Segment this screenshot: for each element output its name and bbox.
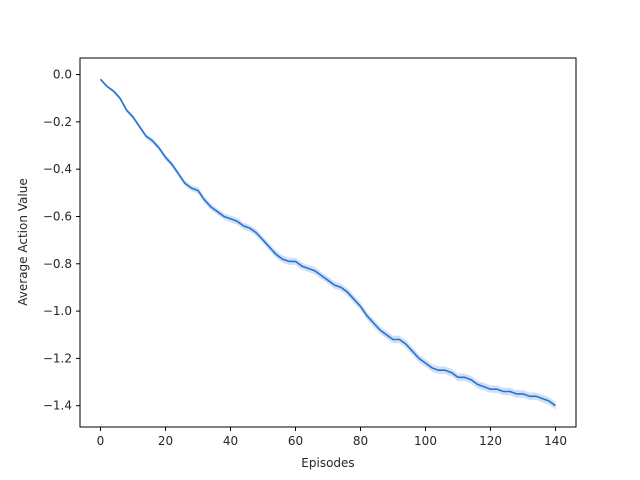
x-axis: 0 20 40 60 80 100 120 140 bbox=[97, 427, 567, 448]
x-axis-label: Episodes bbox=[301, 456, 354, 470]
y-tick-label: −0.8 bbox=[43, 257, 72, 271]
y-axis: 0.0 −0.2 −0.4 −0.6 −0.8 −1.0 −1.2 −1.4 bbox=[43, 68, 80, 413]
y-tick-label: −0.4 bbox=[43, 162, 72, 176]
x-tick-label: 140 bbox=[544, 434, 567, 448]
y-tick-label: 0.0 bbox=[53, 68, 72, 82]
plot-area bbox=[99, 78, 556, 410]
y-tick-label: −1.0 bbox=[43, 304, 72, 318]
y-axis-label: Average Action Value bbox=[16, 178, 30, 305]
y-tick-label: −1.2 bbox=[43, 351, 72, 365]
x-tick-label: 60 bbox=[288, 434, 303, 448]
x-tick-label: 100 bbox=[414, 434, 437, 448]
x-tick-label: 120 bbox=[479, 434, 502, 448]
axes-frame bbox=[79, 57, 577, 428]
x-tick-label: 0 bbox=[97, 434, 105, 448]
y-tick-label: −0.2 bbox=[43, 115, 72, 129]
x-tick-label: 20 bbox=[158, 434, 173, 448]
series-line bbox=[99, 78, 556, 407]
y-tick-label: −0.6 bbox=[43, 209, 72, 223]
x-tick-label: 40 bbox=[223, 434, 238, 448]
y-tick-label: −1.4 bbox=[43, 399, 72, 413]
x-tick-label: 80 bbox=[353, 434, 368, 448]
